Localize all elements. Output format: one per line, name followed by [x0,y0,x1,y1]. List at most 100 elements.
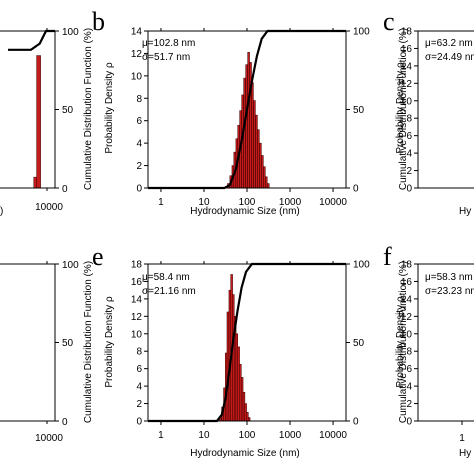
panel-b-bar-17 [261,155,264,189]
panel-b-xtick-label-3: 1000 [279,197,302,208]
panel-c-letter: c [383,7,395,36]
panel-e: e Probability Density ρ 024681012141618 … [92,242,409,459]
panel-e-x-tick-labels: 1 10 100 1000 10000 [158,430,347,441]
panel-c-y-tick-labels: 0 2 4 6 8 10 12 14 16 18 [401,27,413,195]
panel-f-ytick-label-3: 6 [406,364,412,375]
panel-a-bar-1 [36,55,41,189]
panel-a-axes [0,28,59,191]
panel-c-xlabel: Hy [459,206,471,217]
panel-b-y-tick-labels: 0 2 4 6 8 10 12 14 [131,27,143,195]
panel-e-y2-tick-labels: 0 50 100 [353,260,370,428]
panel-c-ytick-label-4: 8 [406,114,412,125]
panel-b-bar-14 [255,114,258,189]
panel-f-ytick-label-9: 18 [401,260,413,271]
panel-f: f Probability Density ρ 024681012141618 … [383,242,474,459]
panel-e-y2tick-label-2: 100 [353,260,370,271]
panel-d-y2-label: Cumulative Distribution Function (%) [83,261,94,423]
panel-f-letter: f [383,242,392,271]
panel-f-ytick-label-8: 16 [401,277,413,288]
panel-e-xlabel: Hydrodynamic Size (nm) [190,448,299,459]
panel-d: 10000 100 50 0 Cumulative Distribution F… [0,260,94,444]
panel-c-ytick-label-0: 0 [406,184,412,195]
panel-e-ytick-label-4: 8 [136,347,142,358]
panel-f-axes [414,263,474,425]
panel-f-xlabel: Hy [459,448,471,459]
panel-b-bar-13 [253,100,256,189]
panel-b-cdf-curve [148,29,346,190]
panel-b-ytick-label-5: 10 [131,71,143,82]
panel-b-xtick-label-1: 10 [198,197,210,208]
panel-b-ylabel: Probability Density ρ [104,62,115,154]
panel-c-mu: μ=63.2 nm [425,38,473,49]
panel-b-y2tick-label-2: 100 [353,27,370,38]
panel-b-ytick-label-2: 4 [136,139,142,150]
panel-b-y2label: Cumulative Distribution Function (%) [398,28,409,190]
panel-b-bar-12 [251,82,254,189]
panel-b-axes [144,28,350,192]
panel-e-y2label: Cumulative Distribution Function (%) [398,261,409,423]
panel-e-cdf-curve [148,262,346,423]
panel-c-ytick-label-3: 6 [406,131,412,142]
panel-e-y2tick-label-0: 0 [353,417,359,428]
panel-e-ytick-label-5: 10 [131,329,143,340]
panel-f-ytick-label-7: 14 [401,294,413,305]
panel-f-mu: μ=58.3 nm [425,272,473,283]
panel-e-xtick-label-0: 1 [158,430,164,441]
panel-b-bar-18 [263,166,266,189]
panel-d-y2-tick-0: 0 [62,417,68,428]
panel-b-xtick-label-4: 10000 [319,197,347,208]
panel-c-ytick-label-8: 16 [401,44,413,55]
panel-f-ytick-label-0: 0 [406,417,412,428]
panel-d-y2-tick-50: 50 [62,338,74,349]
panel-b-bar-9 [245,64,248,189]
panel-b-y2-tick-labels: 0 50 100 [353,27,370,195]
panel-a: 10000 ) 100 50 0 Cumulative Distribution… [0,27,94,217]
panel-e-xtick-label-2: 100 [239,430,256,441]
panel-b-ytick-label-3: 6 [136,116,142,127]
panel-e-xtick-label-4: 10000 [319,430,347,441]
panel-f-ytick-label-5: 10 [401,329,413,340]
panel-f-ytick-label-1: 2 [406,399,412,410]
panel-e-y2tick-label-1: 50 [353,338,365,349]
panel-e-ylabel: Probability Density ρ [104,296,115,388]
panel-e-bar-16 [247,417,251,422]
panel-a-partial-xlabel: ) [0,206,3,217]
panel-d-axes [0,261,59,424]
panel-e-ytick-label-8: 16 [131,277,143,288]
panel-e-mu: μ=58.4 nm [142,272,190,283]
panel-e-ytick-label-6: 12 [131,312,143,323]
panel-e-ytick-label-1: 2 [136,399,142,410]
panel-c-sigma: σ=24.49 nm [425,52,474,63]
panel-e-letter: e [92,242,104,271]
panel-c-ytick-label-9: 18 [401,27,413,38]
panel-c-axes [414,30,474,189]
panel-e-xtick-label-3: 1000 [279,430,302,441]
panel-b-y2tick-label-0: 0 [353,184,359,195]
panel-b-y2tick-label-1: 50 [353,105,365,116]
panel-b-bar-16 [259,142,262,189]
panel-b-bar-20 [267,183,270,189]
panel-b-xtick-label-0: 1 [158,197,164,208]
panel-b-bar-19 [265,176,268,189]
panel-a-y2-label: Cumulative Distribution Function (%) [83,28,94,190]
panel-b-bar-10 [247,52,250,189]
panel-b-bar-15 [257,129,260,189]
panel-e-ytick-label-9: 18 [131,260,143,271]
panel-c-ytick-label-7: 14 [401,61,413,72]
panel-c-ylabel: Probability Density ρ [395,62,406,154]
panel-d-xtick-label: 10000 [35,433,63,444]
panel-c-ytick-label-6: 12 [401,79,413,90]
panel-e-y-tick-labels: 0 2 4 6 8 10 12 14 16 18 [131,260,143,428]
panel-e-ytick-label-0: 0 [136,417,142,428]
panel-a-y2-tick-0: 0 [62,184,68,195]
panel-f-ylabel: Probability Density ρ [395,296,406,388]
panel-b-letter: b [92,7,105,36]
panel-b-mu: μ=102.8 nm [142,38,195,49]
panel-f-ytick-label-2: 4 [406,382,412,393]
panel-b-sigma: σ=51.7 nm [142,52,190,63]
panel-e-axes [144,261,350,425]
panel-c-ytick-label-5: 10 [401,96,413,107]
panel-b-xtick-label-2: 100 [239,197,256,208]
